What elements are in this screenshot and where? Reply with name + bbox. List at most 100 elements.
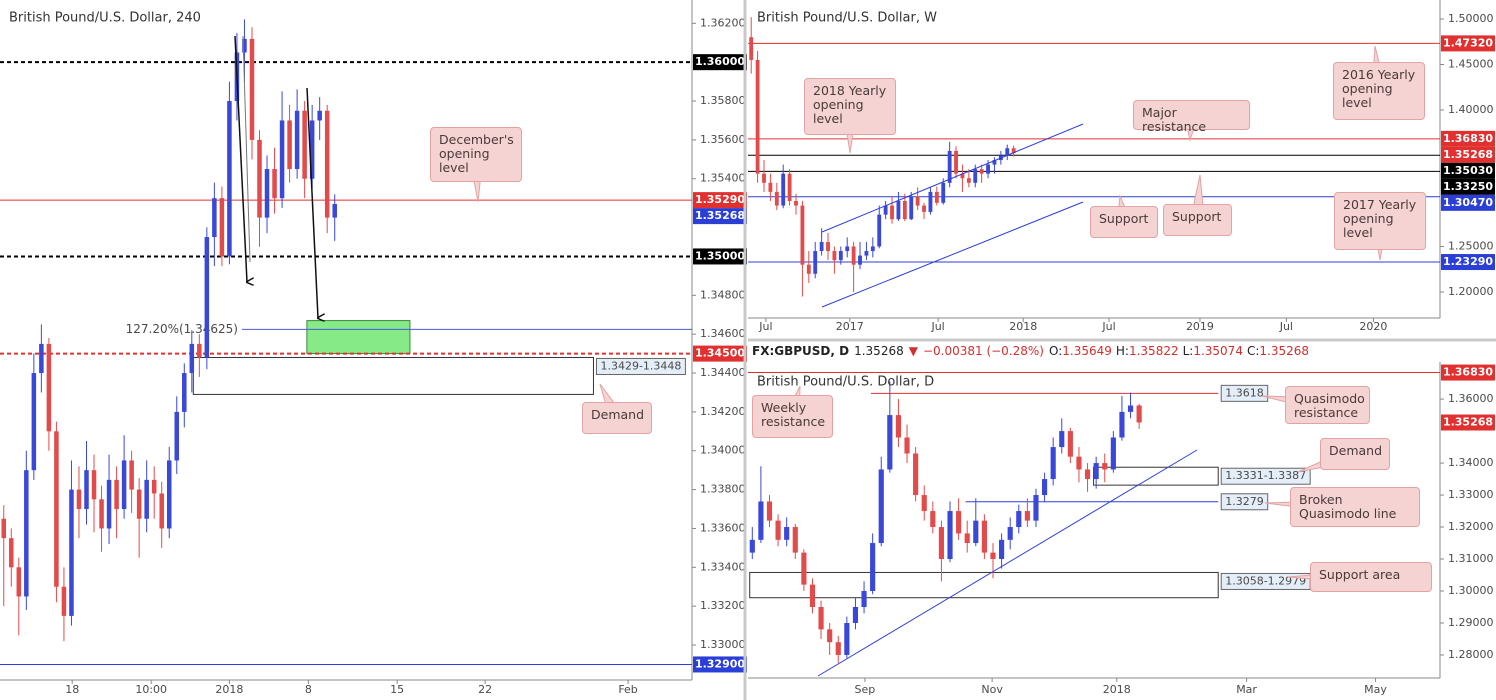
candle-body bbox=[1033, 495, 1039, 521]
candle-body bbox=[46, 343, 52, 432]
candle-body bbox=[999, 539, 1005, 560]
price-box-label: 1.47320 bbox=[1443, 36, 1493, 49]
candle-body bbox=[921, 495, 927, 512]
ohlc-key: H: bbox=[1115, 344, 1129, 358]
callout: Demand bbox=[582, 402, 652, 434]
price-box-label: 1.30470 bbox=[1443, 196, 1493, 209]
candle-body bbox=[890, 205, 894, 220]
x-tick-label: Jul bbox=[1279, 320, 1293, 333]
candle-body bbox=[1016, 511, 1022, 528]
price-box bbox=[693, 192, 747, 209]
candle-body bbox=[800, 205, 805, 265]
candle-body bbox=[166, 460, 172, 529]
candle-body bbox=[1093, 463, 1099, 480]
candle-body bbox=[99, 499, 104, 529]
candle-body bbox=[1, 518, 7, 539]
candle-body bbox=[938, 527, 944, 560]
candle-body bbox=[960, 173, 965, 179]
candle-body bbox=[766, 501, 773, 521]
x-tick-label: May bbox=[1364, 683, 1387, 696]
y-tick-label: 1.40000 bbox=[1448, 103, 1494, 116]
candle-body bbox=[136, 489, 142, 519]
trend-line bbox=[821, 201, 1084, 308]
candle-body bbox=[981, 520, 987, 553]
symbol-header: FX:GBPUSD, D 1.35268 ▼ −0.00381 (−0.28%)… bbox=[752, 343, 1313, 359]
candle-body bbox=[887, 415, 893, 470]
x-tick-label: Mar bbox=[1236, 683, 1257, 696]
callout: 2016 Yearly opening level bbox=[1333, 62, 1425, 120]
y-tick-label: 1.34200 bbox=[700, 405, 746, 418]
candle-body bbox=[762, 173, 766, 183]
candle-body bbox=[332, 204, 337, 218]
candle-body bbox=[878, 469, 884, 544]
candle-body bbox=[227, 101, 232, 257]
y-tick-label: 1.33400 bbox=[700, 560, 746, 573]
candle-body bbox=[852, 606, 859, 623]
candle-body bbox=[114, 479, 119, 510]
arrow bbox=[234, 35, 247, 282]
candle-body bbox=[151, 479, 157, 494]
candle-body bbox=[915, 196, 920, 206]
chart-title: British Pound/U.S. Dollar, D bbox=[757, 375, 934, 390]
price-box-label: 1.35000 bbox=[695, 249, 745, 262]
y-tick-label: 1.31000 bbox=[1448, 552, 1494, 565]
candle-body bbox=[973, 169, 978, 183]
y-tick-label: 1.35600 bbox=[700, 133, 746, 146]
y-tick-label: 1.29000 bbox=[1448, 616, 1494, 629]
callout: Major resistance bbox=[1133, 100, 1250, 134]
candle-body bbox=[1127, 405, 1134, 412]
arrow bbox=[242, 35, 251, 263]
candle-body bbox=[749, 37, 754, 60]
candle-body bbox=[317, 110, 322, 121]
callout: Broken Quasimodo line bbox=[1290, 487, 1420, 527]
y-tick-label: 1.36200 bbox=[700, 16, 746, 29]
chart: 1.50000 1.45000 1.40000 1.25000 1.20000 Jul 20… bbox=[748, 0, 1495, 333]
candle-body bbox=[54, 431, 59, 587]
y-tick-label: 1.34000 bbox=[700, 444, 746, 457]
zone-label-box bbox=[1220, 467, 1311, 485]
candle-body bbox=[106, 479, 112, 529]
callout: Support area bbox=[1310, 562, 1432, 592]
y-tick-label: 1.34400 bbox=[700, 366, 746, 379]
candle-body bbox=[870, 246, 875, 252]
candle-body bbox=[309, 120, 315, 179]
callout: 2017 Yearly opening level bbox=[1334, 192, 1426, 250]
price-box-label: 1.23290 bbox=[1443, 255, 1493, 268]
y-tick-label: 1.20000 bbox=[1448, 285, 1494, 298]
candle-body bbox=[909, 196, 914, 220]
candle-body bbox=[264, 169, 270, 218]
candle-body bbox=[813, 251, 818, 274]
candle-body bbox=[189, 343, 195, 374]
price-box bbox=[1441, 178, 1495, 195]
ohlc-key: C: bbox=[1246, 344, 1260, 358]
candle-body bbox=[845, 246, 850, 252]
candle-body bbox=[768, 182, 773, 192]
candle-body bbox=[818, 606, 824, 630]
candle-body bbox=[302, 110, 307, 179]
chart-title: British Pound/U.S. Dollar, 240 bbox=[9, 11, 201, 26]
candle-body bbox=[792, 527, 798, 553]
chart: 1.36200 1.35800 1.35600 1.35400 1.34800 1.346… bbox=[0, 0, 747, 696]
y-tick-label: 1.35800 bbox=[700, 94, 746, 107]
y-tick-label: 1.34000 bbox=[1448, 456, 1494, 469]
callout: Support bbox=[1090, 206, 1158, 238]
zone-label: 1.3429-1.3448 bbox=[600, 359, 681, 372]
price-box bbox=[1441, 130, 1495, 147]
candle-body bbox=[758, 501, 764, 540]
x-tick-label: Jul bbox=[930, 320, 944, 333]
candle-body bbox=[16, 567, 22, 597]
zone bbox=[192, 356, 594, 395]
candle-body bbox=[844, 622, 850, 655]
candle-body bbox=[964, 533, 970, 544]
x-tick-label: Feb bbox=[618, 683, 637, 696]
candle-body bbox=[832, 251, 837, 261]
candle-body bbox=[827, 629, 833, 643]
candle-body bbox=[990, 552, 996, 560]
candle-body bbox=[84, 470, 89, 510]
price-box bbox=[1441, 162, 1495, 179]
candle-body bbox=[896, 200, 901, 220]
x-tick-label: Jul bbox=[1101, 320, 1115, 333]
y-tick-label: 1.34800 bbox=[700, 288, 746, 301]
callout: 2018 Yearly opening level bbox=[804, 78, 896, 135]
